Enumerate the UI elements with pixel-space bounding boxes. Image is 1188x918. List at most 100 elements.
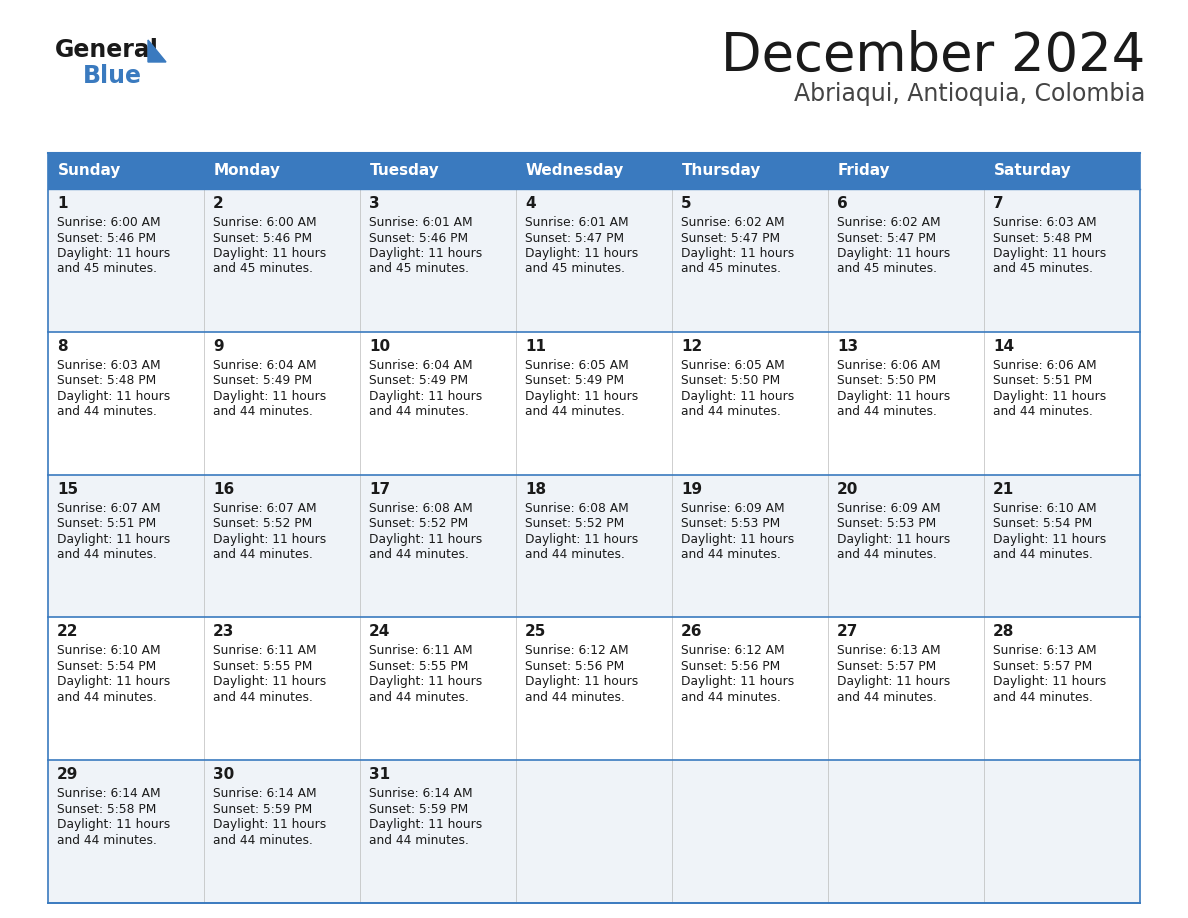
Bar	[516, 153, 672, 189]
Text: and 44 minutes.: and 44 minutes.	[993, 406, 1093, 419]
Text: and 44 minutes.: and 44 minutes.	[213, 691, 312, 704]
Text: Sunrise: 6:09 AM: Sunrise: 6:09 AM	[838, 501, 941, 515]
Text: Sunset: 5:54 PM: Sunset: 5:54 PM	[993, 517, 1092, 530]
Text: Saturday: Saturday	[994, 163, 1072, 178]
Text: Sunrise: 6:12 AM: Sunrise: 6:12 AM	[681, 644, 784, 657]
Text: Sunset: 5:57 PM: Sunset: 5:57 PM	[993, 660, 1092, 673]
Text: Sunrise: 6:00 AM: Sunrise: 6:00 AM	[213, 216, 317, 229]
Text: and 44 minutes.: and 44 minutes.	[213, 548, 312, 561]
Text: 5: 5	[681, 196, 691, 211]
Text: Sunrise: 6:01 AM: Sunrise: 6:01 AM	[525, 216, 628, 229]
Text: Sunset: 5:58 PM: Sunset: 5:58 PM	[57, 802, 157, 816]
Text: and 44 minutes.: and 44 minutes.	[213, 834, 312, 846]
Text: 19: 19	[681, 482, 702, 497]
Text: and 44 minutes.: and 44 minutes.	[369, 406, 469, 419]
Text: 2: 2	[213, 196, 223, 211]
Text: Sunset: 5:57 PM: Sunset: 5:57 PM	[838, 660, 936, 673]
Bar	[48, 153, 204, 189]
Text: Sunrise: 6:02 AM: Sunrise: 6:02 AM	[681, 216, 784, 229]
Text: and 44 minutes.: and 44 minutes.	[57, 548, 157, 561]
Polygon shape	[148, 40, 166, 62]
Text: Daylight: 11 hours: Daylight: 11 hours	[369, 676, 482, 688]
Text: and 44 minutes.: and 44 minutes.	[525, 406, 625, 419]
Text: Daylight: 11 hours: Daylight: 11 hours	[838, 532, 950, 545]
Text: Sunset: 5:52 PM: Sunset: 5:52 PM	[525, 517, 624, 530]
Text: Sunset: 5:51 PM: Sunset: 5:51 PM	[993, 375, 1092, 387]
Text: 24: 24	[369, 624, 391, 640]
Text: Daylight: 11 hours: Daylight: 11 hours	[213, 247, 327, 260]
Text: and 44 minutes.: and 44 minutes.	[838, 691, 937, 704]
Text: Sunrise: 6:05 AM: Sunrise: 6:05 AM	[525, 359, 628, 372]
Text: 1: 1	[57, 196, 68, 211]
Text: Daylight: 11 hours: Daylight: 11 hours	[525, 532, 638, 545]
Text: Sunset: 5:49 PM: Sunset: 5:49 PM	[369, 375, 468, 387]
Text: and 44 minutes.: and 44 minutes.	[57, 691, 157, 704]
Text: Sunday: Sunday	[58, 163, 121, 178]
Text: Sunset: 5:51 PM: Sunset: 5:51 PM	[57, 517, 157, 530]
Text: Friday: Friday	[838, 163, 891, 178]
Text: 16: 16	[213, 482, 234, 497]
Text: Sunrise: 6:03 AM: Sunrise: 6:03 AM	[993, 216, 1097, 229]
Text: Sunset: 5:55 PM: Sunset: 5:55 PM	[213, 660, 312, 673]
Text: Sunset: 5:59 PM: Sunset: 5:59 PM	[213, 802, 312, 816]
Text: 9: 9	[213, 339, 223, 353]
Text: Sunrise: 6:06 AM: Sunrise: 6:06 AM	[838, 359, 941, 372]
Text: and 44 minutes.: and 44 minutes.	[369, 691, 469, 704]
Text: Sunrise: 6:08 AM: Sunrise: 6:08 AM	[369, 501, 473, 515]
Text: Sunset: 5:50 PM: Sunset: 5:50 PM	[838, 375, 936, 387]
Text: 15: 15	[57, 482, 78, 497]
Bar	[204, 153, 360, 189]
Text: and 44 minutes.: and 44 minutes.	[681, 548, 781, 561]
Text: and 44 minutes.: and 44 minutes.	[213, 406, 312, 419]
Bar	[48, 331, 1140, 475]
Text: and 45 minutes.: and 45 minutes.	[838, 263, 937, 275]
Text: and 44 minutes.: and 44 minutes.	[681, 406, 781, 419]
Text: Sunset: 5:46 PM: Sunset: 5:46 PM	[213, 231, 312, 244]
Text: Sunrise: 6:04 AM: Sunrise: 6:04 AM	[213, 359, 317, 372]
Text: and 45 minutes.: and 45 minutes.	[57, 263, 157, 275]
Text: Sunrise: 6:07 AM: Sunrise: 6:07 AM	[213, 501, 317, 515]
Text: Sunrise: 6:08 AM: Sunrise: 6:08 AM	[525, 501, 628, 515]
Text: and 44 minutes.: and 44 minutes.	[838, 548, 937, 561]
Text: 26: 26	[681, 624, 702, 640]
Text: Daylight: 11 hours: Daylight: 11 hours	[525, 676, 638, 688]
Text: General: General	[55, 38, 159, 62]
Text: and 44 minutes.: and 44 minutes.	[57, 834, 157, 846]
Text: 3: 3	[369, 196, 380, 211]
Bar	[48, 189, 1140, 331]
Text: Sunrise: 6:14 AM: Sunrise: 6:14 AM	[57, 788, 160, 800]
Text: Sunset: 5:53 PM: Sunset: 5:53 PM	[838, 517, 936, 530]
Text: Sunrise: 6:13 AM: Sunrise: 6:13 AM	[993, 644, 1097, 657]
Text: Sunset: 5:54 PM: Sunset: 5:54 PM	[57, 660, 157, 673]
Text: Abriaqui, Antioquia, Colombia: Abriaqui, Antioquia, Colombia	[794, 82, 1145, 106]
Text: 31: 31	[369, 767, 390, 782]
Text: 8: 8	[57, 339, 68, 353]
Text: Sunset: 5:53 PM: Sunset: 5:53 PM	[681, 517, 781, 530]
Text: Daylight: 11 hours: Daylight: 11 hours	[57, 818, 170, 831]
Text: Daylight: 11 hours: Daylight: 11 hours	[369, 247, 482, 260]
Text: Daylight: 11 hours: Daylight: 11 hours	[369, 532, 482, 545]
Text: Daylight: 11 hours: Daylight: 11 hours	[681, 532, 795, 545]
Text: Sunrise: 6:10 AM: Sunrise: 6:10 AM	[993, 501, 1097, 515]
Text: and 45 minutes.: and 45 minutes.	[369, 263, 469, 275]
Text: 11: 11	[525, 339, 546, 353]
Bar	[984, 153, 1140, 189]
Text: Daylight: 11 hours: Daylight: 11 hours	[213, 390, 327, 403]
Text: Sunset: 5:48 PM: Sunset: 5:48 PM	[993, 231, 1092, 244]
Text: and 44 minutes.: and 44 minutes.	[525, 548, 625, 561]
Text: Sunrise: 6:12 AM: Sunrise: 6:12 AM	[525, 644, 628, 657]
Text: Sunset: 5:49 PM: Sunset: 5:49 PM	[213, 375, 312, 387]
Text: Sunrise: 6:03 AM: Sunrise: 6:03 AM	[57, 359, 160, 372]
Bar	[828, 153, 984, 189]
Text: 28: 28	[993, 624, 1015, 640]
Text: 18: 18	[525, 482, 546, 497]
Text: Daylight: 11 hours: Daylight: 11 hours	[681, 676, 795, 688]
Text: 10: 10	[369, 339, 390, 353]
Text: 21: 21	[993, 482, 1015, 497]
Text: Sunset: 5:59 PM: Sunset: 5:59 PM	[369, 802, 468, 816]
Text: Sunrise: 6:05 AM: Sunrise: 6:05 AM	[681, 359, 785, 372]
Text: Daylight: 11 hours: Daylight: 11 hours	[57, 247, 170, 260]
Text: Sunrise: 6:09 AM: Sunrise: 6:09 AM	[681, 501, 784, 515]
Text: and 45 minutes.: and 45 minutes.	[993, 263, 1093, 275]
Text: Sunrise: 6:02 AM: Sunrise: 6:02 AM	[838, 216, 941, 229]
